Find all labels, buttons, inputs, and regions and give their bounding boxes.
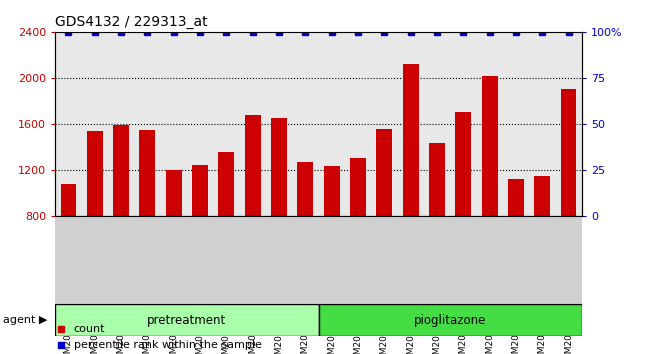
Bar [508, 179, 524, 216]
Bar [324, 166, 339, 216]
Bar [429, 143, 445, 216]
Bar [271, 118, 287, 216]
Bar [166, 170, 181, 216]
Bar [192, 165, 208, 216]
Bar [113, 125, 129, 216]
Bar [376, 129, 392, 216]
Bar [561, 89, 577, 216]
Text: percentile rank within the sample: percentile rank within the sample [73, 340, 261, 350]
Bar [534, 176, 550, 216]
Bar [218, 152, 234, 216]
Bar [245, 115, 261, 216]
Text: count: count [73, 324, 105, 333]
Bar [318, 304, 582, 336]
Bar [298, 162, 313, 216]
Text: pretreatment: pretreatment [148, 314, 226, 327]
Bar [87, 131, 103, 216]
Bar [60, 184, 76, 216]
Bar [55, 304, 318, 336]
Text: pioglitazone: pioglitazone [414, 314, 486, 327]
Bar [140, 130, 155, 216]
Text: agent ▶: agent ▶ [3, 315, 47, 325]
Bar [350, 159, 366, 216]
Bar [403, 64, 419, 216]
Bar [482, 76, 497, 216]
Text: GDS4132 / 229313_at: GDS4132 / 229313_at [55, 16, 208, 29]
Bar [456, 113, 471, 216]
